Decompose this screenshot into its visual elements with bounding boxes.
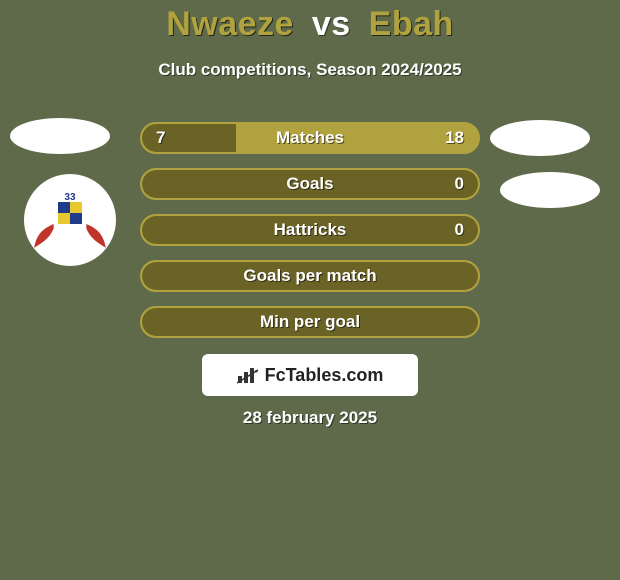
club-badge-inner: 33 — [38, 188, 102, 252]
subtitle: Club competitions, Season 2024/2025 — [0, 60, 620, 80]
player2-club-placeholder — [500, 172, 600, 208]
branding-text: FcTables.com — [265, 365, 384, 386]
player2-name: Ebah — [369, 5, 454, 43]
bar-label: Goals — [142, 170, 478, 198]
bar-label: Min per goal — [142, 308, 478, 336]
player1-club-badge: 33 — [24, 174, 116, 266]
stat-bar-row: Matches7 18 — [140, 122, 480, 154]
stat-bar-row: Hattricks0 — [140, 214, 480, 246]
branding-badge: FcTables.com — [202, 354, 418, 396]
bar-value-player2: 0 — [455, 170, 464, 198]
bar-value-player2: 0 — [455, 216, 464, 244]
player2-avatar-placeholder — [490, 120, 590, 156]
page-title: Nwaeze vs Ebah — [0, 5, 620, 44]
stat-bar-row: Min per goal — [140, 306, 480, 338]
bar-value-player2: 18 — [445, 124, 464, 152]
bar-label: Goals per match — [142, 262, 478, 290]
player1-name: Nwaeze — [166, 5, 294, 43]
stat-bar-row: Goals0 — [140, 168, 480, 200]
date-text: 28 february 2025 — [0, 408, 620, 428]
vs-text: vs — [312, 5, 351, 43]
bar-label: Matches — [142, 124, 478, 152]
bar-chart-icon — [237, 366, 259, 384]
stats-bar-chart: Matches718Goals0Hattricks0Goals per matc… — [140, 122, 480, 352]
player1-avatar-placeholder — [10, 118, 110, 154]
club-wing-left-icon — [34, 224, 56, 250]
comparison-infographic: Nwaeze vs Ebah Club competitions, Season… — [0, 0, 620, 580]
bar-value-player1: 7 — [156, 124, 165, 152]
club-wing-right-icon — [84, 224, 106, 250]
club-shield-icon — [58, 202, 82, 224]
bar-label: Hattricks — [142, 216, 478, 244]
stat-bar-row: Goals per match — [140, 260, 480, 292]
